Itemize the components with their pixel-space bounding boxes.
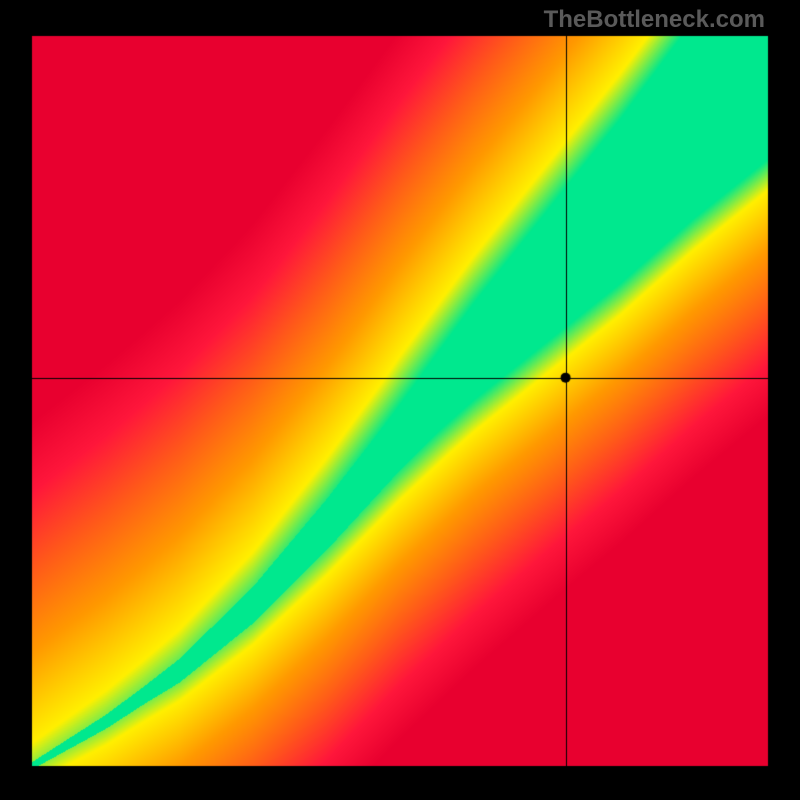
bottleneck-heatmap [0,0,800,800]
watermark-text: TheBottleneck.com [544,6,765,34]
